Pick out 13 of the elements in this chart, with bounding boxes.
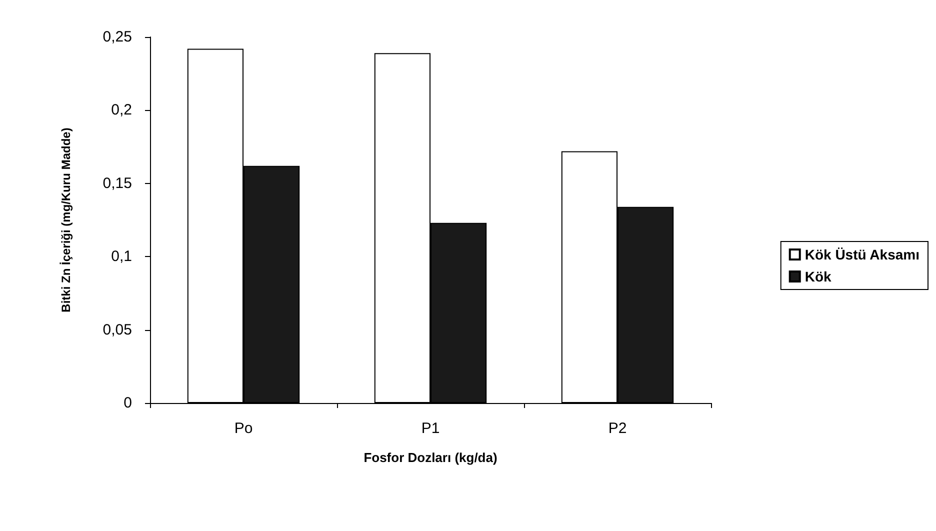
y-tick-label: 0,2 bbox=[111, 102, 132, 119]
y-tick-label: 0,25 bbox=[102, 28, 132, 46]
y-tick-label: 0,15 bbox=[102, 174, 132, 192]
y-tick-label: 0 bbox=[124, 394, 132, 412]
y-tick-label: 0,05 bbox=[102, 321, 132, 338]
x-tick-label: Po bbox=[234, 420, 253, 437]
x-axis-title: Fosfor Dozları (kg/da) bbox=[364, 450, 498, 465]
x-tick-label: P2 bbox=[608, 420, 627, 437]
legend-label: Kök Üstü Aksamı bbox=[804, 246, 920, 262]
legend-label: Kök bbox=[804, 268, 832, 284]
x-tick-label: P1 bbox=[421, 420, 440, 437]
y-axis-title: Bitki Zn İçeriği (mg/Kuru Madde) bbox=[59, 128, 73, 312]
y-tick-label: 0,1 bbox=[111, 248, 132, 266]
